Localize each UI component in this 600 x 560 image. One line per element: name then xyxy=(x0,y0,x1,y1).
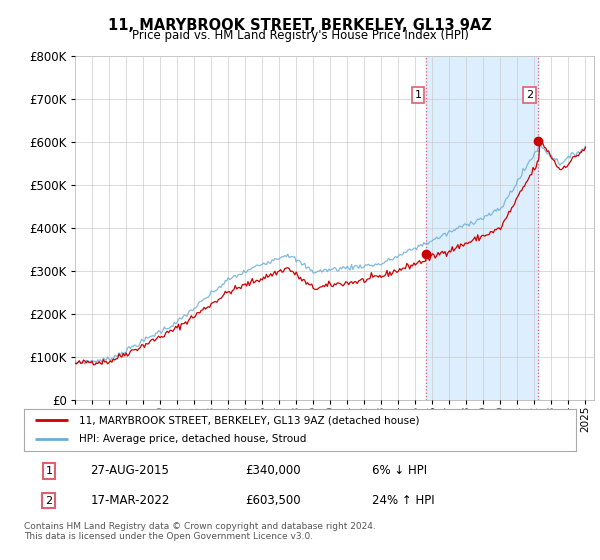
Text: 6% ↓ HPI: 6% ↓ HPI xyxy=(372,464,427,478)
Text: 1: 1 xyxy=(46,466,52,476)
Text: 11, MARYBROOK STREET, BERKELEY, GL13 9AZ: 11, MARYBROOK STREET, BERKELEY, GL13 9AZ xyxy=(108,18,492,33)
Text: Price paid vs. HM Land Registry's House Price Index (HPI): Price paid vs. HM Land Registry's House … xyxy=(131,29,469,42)
Bar xyxy=(427,56,538,400)
Text: £603,500: £603,500 xyxy=(245,494,301,507)
Text: 1: 1 xyxy=(415,90,421,100)
Text: 24% ↑ HPI: 24% ↑ HPI xyxy=(372,494,434,507)
Text: 11, MARYBROOK STREET, BERKELEY, GL13 9AZ (detached house): 11, MARYBROOK STREET, BERKELEY, GL13 9AZ… xyxy=(79,415,420,425)
Text: Contains HM Land Registry data © Crown copyright and database right 2024.
This d: Contains HM Land Registry data © Crown c… xyxy=(24,522,376,542)
Text: 2: 2 xyxy=(526,90,533,100)
Text: 27-AUG-2015: 27-AUG-2015 xyxy=(90,464,169,478)
Text: 17-MAR-2022: 17-MAR-2022 xyxy=(90,494,170,507)
Text: HPI: Average price, detached house, Stroud: HPI: Average price, detached house, Stro… xyxy=(79,435,307,445)
Text: £340,000: £340,000 xyxy=(245,464,301,478)
Text: 2: 2 xyxy=(45,496,52,506)
